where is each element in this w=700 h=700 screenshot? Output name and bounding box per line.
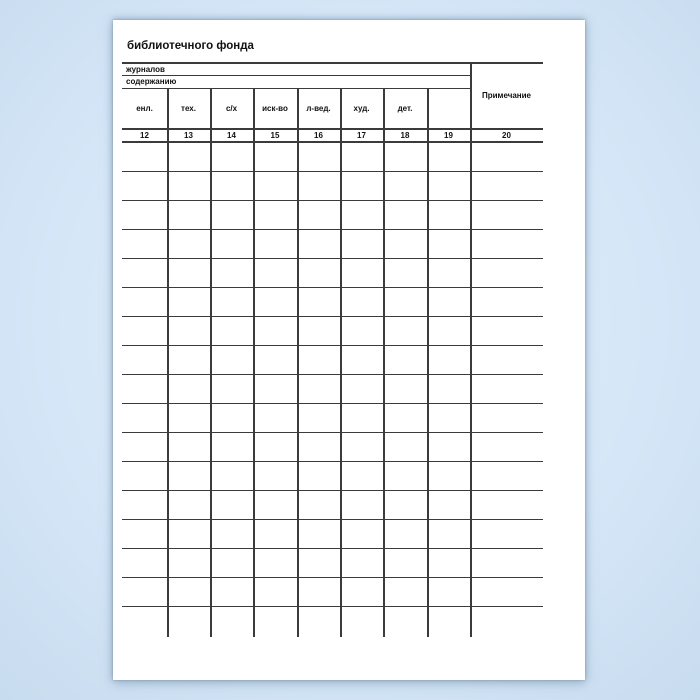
column-separator-line [383, 87, 385, 637]
document-page: библиотечного фонда журналов содержанию … [113, 20, 585, 680]
merged-row-content: содержанию [126, 77, 177, 86]
column-number-row: 12 13 14 15 16 17 18 19 20 [122, 130, 543, 141]
column-header: с/х [225, 103, 238, 113]
column-separator-line [297, 87, 299, 637]
column-number: 14 [227, 130, 236, 140]
column-separator-line [210, 87, 212, 637]
table-row [122, 520, 543, 549]
table-row [122, 288, 543, 317]
table-row [122, 375, 543, 404]
table-top-border [122, 62, 543, 64]
table-row [122, 404, 543, 433]
table-row [122, 259, 543, 288]
column-header: иск-во [262, 103, 288, 113]
column-header: тех. [181, 103, 196, 113]
merged-row-journals: журналов [126, 65, 165, 74]
column-number: 19 [444, 130, 453, 140]
table-row [122, 201, 543, 230]
column-header: л-вед. [306, 103, 331, 113]
page-title: библиотечного фонда [127, 40, 254, 52]
table-row [122, 462, 543, 491]
table-row [122, 549, 543, 578]
column-number: 15 [270, 130, 280, 140]
note-column-separator-line [470, 62, 472, 637]
note-column-number: 20 [502, 130, 511, 140]
column-header-row: енл. тех. с/х иск-во л-вед. худ. дет. [122, 89, 470, 127]
merged-row-divider [122, 87, 470, 89]
merged-row-divider [122, 75, 470, 77]
column-number: 16 [314, 130, 323, 140]
column-separator-line [427, 87, 429, 637]
table-row [122, 143, 543, 172]
table-row [122, 491, 543, 520]
library-fund-table: журналов содержанию енл. тех. с/х иск-во… [122, 62, 543, 637]
column-separator-line [253, 87, 255, 637]
column-number: 12 [140, 130, 149, 140]
table-row [122, 172, 543, 201]
header-bottom-border [122, 127, 543, 130]
column-header: дет. [397, 103, 413, 113]
column-separator-line [340, 87, 342, 637]
column-number: 18 [400, 130, 410, 140]
column-header: енл. [136, 103, 153, 113]
table-row [122, 433, 543, 462]
column-header [427, 89, 470, 127]
table-row [122, 346, 543, 375]
table-row [122, 578, 543, 607]
column-header: худ. [353, 103, 370, 113]
note-column-header: Примечание [481, 90, 531, 100]
column-number: 17 [357, 130, 366, 140]
table-row [122, 317, 543, 346]
column-separator-line [167, 87, 169, 637]
empty-data-rows [122, 143, 543, 607]
table-row [122, 230, 543, 259]
column-number: 13 [184, 130, 193, 140]
numbers-bottom-border [122, 140, 543, 143]
